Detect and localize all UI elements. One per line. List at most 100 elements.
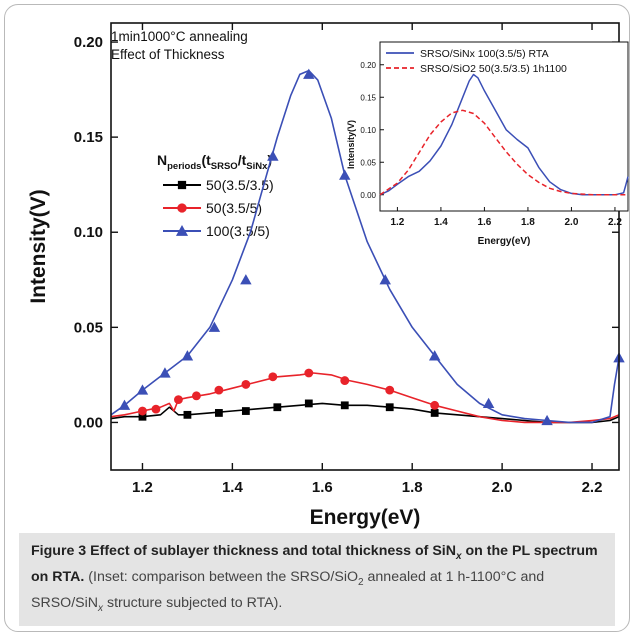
main-annotations: 1min1000°C annealing Effect of Thickness [111, 29, 248, 62]
caption-title-sin: SiN [432, 543, 456, 559]
legend-marker-1 [177, 203, 187, 213]
inset-x-tick-label: 1.6 [477, 217, 491, 228]
series-1-point [174, 395, 183, 405]
inset-x-tick-label: 1.4 [434, 217, 448, 228]
legend-label-2: 100(3.5/5) [206, 223, 270, 239]
main-chart: 1min1000°C annealing Effect of Thickness… [27, 22, 629, 529]
series-2-point [208, 321, 221, 332]
inset-x-tick-label: 2.2 [608, 217, 622, 228]
legend-title-sub3: SiNx [246, 161, 268, 172]
series-2-point [428, 350, 441, 361]
series-0-point [214, 409, 223, 417]
inset-series-line-1 [379, 109, 628, 196]
main-plot-frame [110, 22, 620, 471]
series-0-point [304, 399, 313, 408]
y-axis-label: Intensity(V) [27, 189, 50, 303]
inset-y-tick-label: 0.15 [360, 93, 376, 102]
series-2-point [136, 384, 149, 395]
x-tick-label: 2.0 [492, 479, 513, 496]
series-2-point [339, 169, 351, 180]
x-tick-label: 1.4 [222, 479, 244, 496]
series-2-point [267, 150, 279, 161]
series-0-point [430, 409, 439, 417]
series-0-point [138, 412, 147, 421]
legend-title-sub1: periods [167, 161, 201, 172]
legend-title-mid1: (t [201, 152, 211, 168]
series-1-point [268, 372, 278, 382]
inset-legend-label-0: SRSO/SiNx 100(3.5/5) RTA [420, 48, 549, 60]
legend-title: Nperiods(tSRSO/tSiNx) [157, 152, 272, 172]
series-2-point [482, 397, 495, 409]
caption-title-part2: on the PL spectrum on RTA [31, 543, 598, 585]
caption-title-sin-sub: x [455, 550, 462, 562]
series-2-point [118, 399, 131, 410]
series-2-point [379, 274, 391, 285]
x-axis-label: Energy(eV) [310, 506, 421, 529]
main-legend: 50(3.5/3.5) 50(3.5/5) 100(3.5/5) [163, 177, 274, 239]
inset-x-tick-label: 1.2 [390, 217, 404, 228]
y-tick-label: 0.20 [74, 34, 103, 51]
figure-frame: 1min1000°C annealing Effect of Thickness… [4, 4, 630, 632]
inset-y-tick-label: 0.20 [360, 61, 376, 70]
caption-title-part1: Effect of sublayer thickness and total t… [90, 543, 429, 559]
legend-title-main: N [157, 152, 167, 168]
series-2-point [159, 367, 171, 378]
caption-body-srso1-sub: 2 [358, 576, 364, 588]
figure-caption: Figure 3 Effect of sublayer thickness an… [19, 533, 615, 627]
svg-text:Nperiods(tSRSO/tSiNx): Nperiods(tSRSO/tSiNx) [157, 152, 272, 172]
inset-x-tick-label: 1.8 [521, 217, 535, 228]
inset-y-axis-label: Intensity(V) [346, 120, 356, 169]
series-0-point [385, 403, 394, 412]
main-series [110, 68, 625, 426]
caption-body-part1: (Inset: comparison between the [88, 568, 287, 585]
caption-body-part3: structure [106, 594, 163, 611]
inset-x-axis-label: Energy(eV) [478, 236, 531, 247]
caption-figure-label: Figure 3 [31, 543, 87, 559]
legend-label-1: 50(3.5/5) [206, 200, 262, 216]
inset-x-tick-label: 2.0 [564, 217, 578, 228]
x-tick-label: 1.8 [402, 479, 423, 496]
series-1-point [304, 368, 314, 378]
y-tick-label: 0.00 [74, 414, 103, 431]
annotation-line-1: 1min1000°C annealing [111, 29, 248, 44]
annotation-line-2: Effect of Thickness [111, 47, 225, 62]
legend-label-0: 50(3.5/3.5) [206, 177, 274, 193]
series-1-point [138, 406, 147, 416]
caption-body-srso1: SRSO/SiO [290, 568, 359, 585]
y-tick-label: 0.05 [74, 319, 103, 336]
legend-marker-0 [177, 180, 187, 190]
x-tick-label: 1.2 [132, 479, 153, 496]
series-2-point [240, 274, 252, 285]
inset-y-tick-label: 0.05 [360, 158, 376, 167]
series-1-point [191, 391, 201, 401]
caption-body-part2-sub: x [98, 602, 104, 614]
y-tick-label: 0.15 [74, 129, 103, 146]
inset-y-tick-label: 0.10 [360, 126, 376, 135]
series-1-point [385, 385, 395, 395]
series-line-2 [110, 69, 620, 424]
series-1-point [340, 376, 350, 386]
inset-y-tick-label: 0.00 [360, 191, 376, 200]
series-2-point [303, 68, 315, 79]
series-2-point [181, 350, 194, 361]
inset-chart: 1.2 1.4 1.6 1.8 2.0 2.2 0.00 0.05 0.10 0.15 0.20 En… [346, 41, 629, 247]
inset-legend-label-1: SRSO/SiO2 50(3.5/3.5) 1h1100 [420, 63, 567, 75]
series-1-point [430, 400, 440, 410]
legend-title-sub2: SRSO [211, 161, 238, 172]
series-0-point [183, 410, 192, 419]
x-tick-label: 2.2 [582, 479, 603, 496]
series-1-point [241, 379, 251, 389]
caption-body-part2: annealed at 1 h-1100°C and SRSO/SiN [31, 568, 545, 611]
series-line-1 [110, 372, 620, 424]
y-tick-label: 0.10 [74, 224, 103, 241]
legend-marker-2 [175, 224, 189, 236]
main-axes: 1.2 1.4 1.6 1.8 2.0 2.2 0.00 0.05 0.10 0.15 0.20 En… [27, 22, 620, 529]
series-0-point [241, 407, 250, 415]
series-0-point [340, 401, 349, 410]
x-tick-label: 1.6 [312, 479, 333, 496]
series-1-point [214, 385, 224, 395]
legend-title-mid2: /t [238, 152, 247, 168]
series-0-point [273, 403, 282, 412]
series-2-point [541, 414, 553, 426]
caption-body-part4: subjected to RTA). [166, 594, 283, 611]
